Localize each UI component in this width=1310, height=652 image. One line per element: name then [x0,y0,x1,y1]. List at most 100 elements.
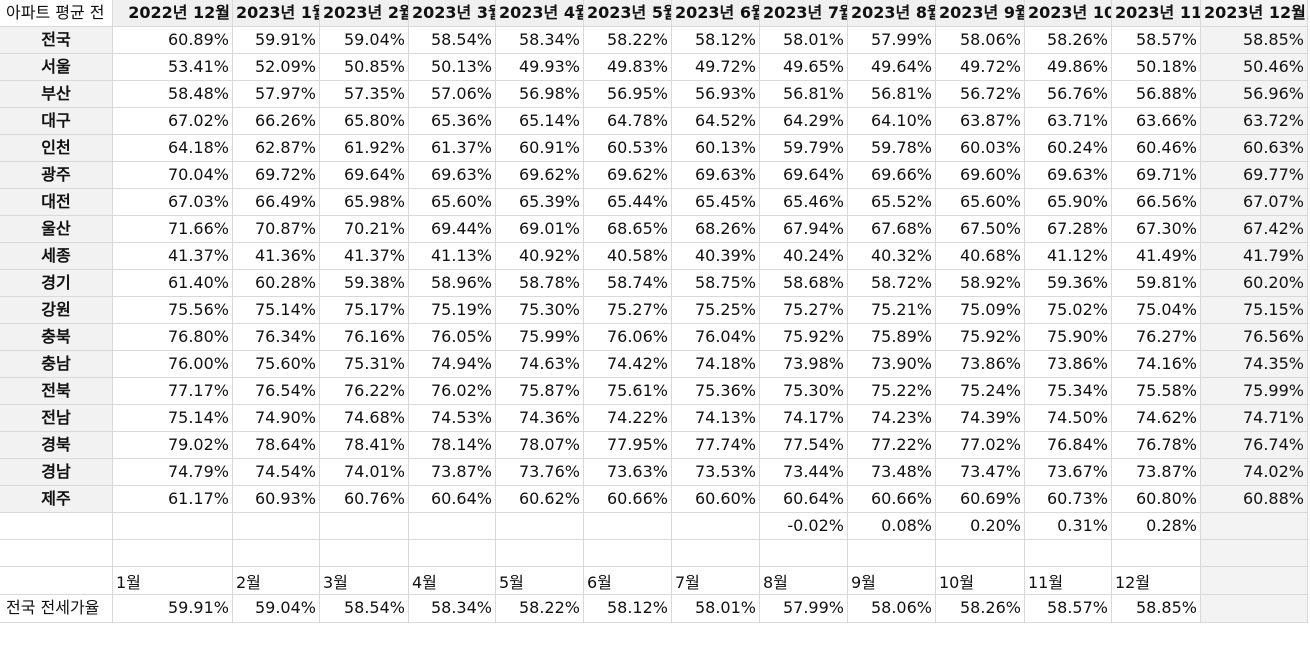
ratio-cell[interactable]: 65.45% [672,189,760,216]
ratio-cell[interactable]: 69.63% [672,162,760,189]
ratio-cell[interactable]: 75.14% [233,297,320,324]
ratio-cell[interactable]: 64.52% [672,108,760,135]
ratio-cell[interactable]: 65.90% [1025,189,1112,216]
month-label-cell[interactable]: 4월 [409,567,496,595]
ratio-cell[interactable]: 40.32% [848,243,936,270]
empty-cell[interactable] [1201,540,1308,567]
ratio-cell[interactable]: 41.12% [1025,243,1112,270]
ratio-cell[interactable]: 49.72% [672,54,760,81]
ratio-cell[interactable]: 75.90% [1025,324,1112,351]
ratio-cell[interactable]: 67.50% [936,216,1025,243]
empty-cell[interactable] [848,540,936,567]
ratio-cell[interactable]: 74.35% [1201,351,1308,378]
ratio-cell[interactable]: 60.13% [672,135,760,162]
ratio-cell[interactable]: 76.84% [1025,432,1112,459]
ratio-cell[interactable]: 66.56% [1112,189,1201,216]
ratio-cell[interactable]: 40.92% [496,243,584,270]
summary-value-cell[interactable]: 57.99% [760,595,848,623]
diff-cell[interactable] [409,513,496,540]
ratio-cell[interactable]: 56.88% [1112,81,1201,108]
ratio-cell[interactable]: 78.41% [320,432,409,459]
summary-value-cell[interactable]: 58.26% [936,595,1025,623]
ratio-cell[interactable]: 57.99% [848,27,936,54]
ratio-cell[interactable]: 76.27% [1112,324,1201,351]
region-name-cell[interactable]: 충남 [0,351,113,378]
region-name-cell[interactable]: 전남 [0,405,113,432]
region-name-cell[interactable]: 경남 [0,459,113,486]
empty-cell[interactable] [1025,540,1112,567]
ratio-cell[interactable]: 68.65% [584,216,672,243]
ratio-cell[interactable]: 79.02% [113,432,233,459]
ratio-cell[interactable]: 69.71% [1112,162,1201,189]
diff-cell[interactable] [233,513,320,540]
ratio-cell[interactable]: 67.03% [113,189,233,216]
ratio-cell[interactable]: 69.62% [584,162,672,189]
ratio-cell[interactable]: 65.39% [496,189,584,216]
ratio-cell[interactable]: 70.21% [320,216,409,243]
empty-cell[interactable] [0,567,113,595]
ratio-cell[interactable]: 75.21% [848,297,936,324]
ratio-cell[interactable]: 69.63% [1025,162,1112,189]
ratio-cell[interactable]: 74.01% [320,459,409,486]
ratio-cell[interactable]: 52.09% [233,54,320,81]
ratio-cell[interactable]: 75.99% [496,324,584,351]
empty-cell[interactable] [113,540,233,567]
empty-cell[interactable] [320,540,409,567]
ratio-cell[interactable]: 61.17% [113,486,233,513]
ratio-cell[interactable]: 74.68% [320,405,409,432]
ratio-cell[interactable]: 77.54% [760,432,848,459]
ratio-cell[interactable]: 49.72% [936,54,1025,81]
ratio-cell[interactable]: 49.64% [848,54,936,81]
ratio-cell[interactable]: 74.42% [584,351,672,378]
ratio-cell[interactable]: 60.46% [1112,135,1201,162]
ratio-cell[interactable]: 58.01% [760,27,848,54]
region-name-cell[interactable]: 전국 [0,27,113,54]
header-corner-cell[interactable]: 아파트 평균 전 [0,0,113,27]
ratio-cell[interactable]: 65.46% [760,189,848,216]
ratio-cell[interactable]: 75.58% [1112,378,1201,405]
ratio-cell[interactable]: 74.16% [1112,351,1201,378]
region-name-cell[interactable]: 부산 [0,81,113,108]
ratio-cell[interactable]: 60.64% [760,486,848,513]
ratio-cell[interactable]: 75.60% [233,351,320,378]
ratio-cell[interactable]: 68.26% [672,216,760,243]
ratio-cell[interactable]: 59.78% [848,135,936,162]
summary-value-cell[interactable]: 58.57% [1025,595,1112,623]
ratio-cell[interactable]: 58.12% [672,27,760,54]
summary-value-cell[interactable]: 58.54% [320,595,409,623]
ratio-cell[interactable]: 76.02% [409,378,496,405]
ratio-cell[interactable]: 73.86% [1025,351,1112,378]
month-label-cell[interactable]: 10월 [936,567,1025,595]
ratio-cell[interactable]: 40.24% [760,243,848,270]
ratio-cell[interactable]: 59.79% [760,135,848,162]
ratio-cell[interactable]: 73.53% [672,459,760,486]
ratio-cell[interactable]: 63.87% [936,108,1025,135]
ratio-cell[interactable]: 74.23% [848,405,936,432]
ratio-cell[interactable]: 60.80% [1112,486,1201,513]
column-header[interactable]: 2023년 5월 [584,0,672,27]
empty-cell[interactable] [672,540,760,567]
ratio-cell[interactable]: 58.85% [1201,27,1308,54]
ratio-cell[interactable]: 75.02% [1025,297,1112,324]
diff-cell[interactable]: 0.08% [848,513,936,540]
ratio-cell[interactable]: 74.94% [409,351,496,378]
empty-cell[interactable] [496,540,584,567]
ratio-cell[interactable]: 60.66% [848,486,936,513]
ratio-cell[interactable]: 60.66% [584,486,672,513]
ratio-cell[interactable]: 73.47% [936,459,1025,486]
ratio-cell[interactable]: 60.03% [936,135,1025,162]
ratio-cell[interactable]: 57.97% [233,81,320,108]
ratio-cell[interactable]: 60.69% [936,486,1025,513]
ratio-cell[interactable]: 78.14% [409,432,496,459]
ratio-cell[interactable]: 56.93% [672,81,760,108]
ratio-cell[interactable]: 75.34% [1025,378,1112,405]
ratio-cell[interactable]: 73.87% [1112,459,1201,486]
ratio-cell[interactable]: 74.18% [672,351,760,378]
ratio-cell[interactable]: 49.86% [1025,54,1112,81]
ratio-cell[interactable]: 75.15% [1201,297,1308,324]
ratio-cell[interactable]: 76.56% [1201,324,1308,351]
ratio-cell[interactable]: 65.60% [936,189,1025,216]
month-label-cell[interactable]: 2월 [233,567,320,595]
ratio-cell[interactable]: 69.64% [320,162,409,189]
ratio-cell[interactable]: 75.24% [936,378,1025,405]
